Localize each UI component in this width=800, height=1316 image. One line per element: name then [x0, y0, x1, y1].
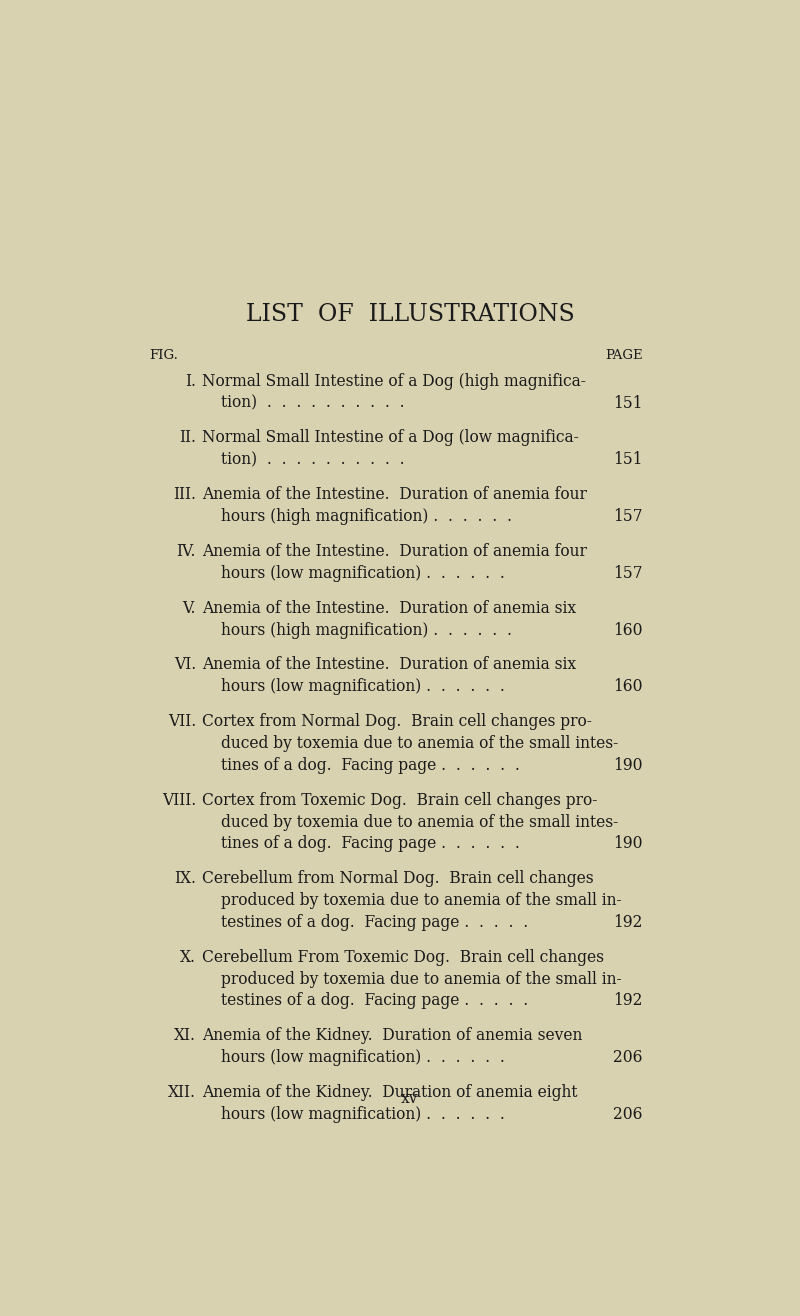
Text: 192: 192: [613, 913, 642, 930]
Text: 157: 157: [613, 508, 642, 525]
Text: tines of a dog.  Facing page .  .  .  .  .  .: tines of a dog. Facing page . . . . . .: [221, 757, 520, 774]
Text: Anemia of the Intestine.  Duration of anemia six: Anemia of the Intestine. Duration of ane…: [202, 657, 577, 674]
Text: XI.: XI.: [174, 1028, 196, 1045]
Text: 206: 206: [613, 1049, 642, 1066]
Text: LIST  OF  ILLUSTRATIONS: LIST OF ILLUSTRATIONS: [246, 304, 574, 326]
Text: hours (high magnification) .  .  .  .  .  .: hours (high magnification) . . . . . .: [221, 621, 512, 638]
Text: X.: X.: [180, 949, 196, 966]
Text: III.: III.: [173, 486, 196, 503]
Text: Cortex from Toxemic Dog.  Brain cell changes pro-: Cortex from Toxemic Dog. Brain cell chan…: [202, 792, 598, 809]
Text: tines of a dog.  Facing page .  .  .  .  .  .: tines of a dog. Facing page . . . . . .: [221, 836, 520, 853]
Text: Cerebellum From Toxemic Dog.  Brain cell changes: Cerebellum From Toxemic Dog. Brain cell …: [202, 949, 604, 966]
Text: duced by toxemia due to anemia of the small intes-: duced by toxemia due to anemia of the sm…: [221, 736, 618, 751]
Text: VIII.: VIII.: [162, 792, 196, 809]
Text: tion)  .  .  .  .  .  .  .  .  .  .: tion) . . . . . . . . . .: [221, 395, 405, 412]
Text: II.: II.: [179, 429, 196, 446]
Text: Cerebellum from Normal Dog.  Brain cell changes: Cerebellum from Normal Dog. Brain cell c…: [202, 870, 594, 887]
Text: duced by toxemia due to anemia of the small intes-: duced by toxemia due to anemia of the sm…: [221, 813, 618, 830]
Text: hours (low magnification) .  .  .  .  .  .: hours (low magnification) . . . . . .: [221, 1105, 505, 1123]
Text: produced by toxemia due to anemia of the small in-: produced by toxemia due to anemia of the…: [221, 892, 622, 909]
Text: Normal Small Intestine of a Dog (low magnifica-: Normal Small Intestine of a Dog (low mag…: [202, 429, 579, 446]
Text: XII.: XII.: [168, 1084, 196, 1101]
Text: 190: 190: [613, 757, 642, 774]
Text: hours (low magnification) .  .  .  .  .  .: hours (low magnification) . . . . . .: [221, 678, 505, 695]
Text: Anemia of the Intestine.  Duration of anemia four: Anemia of the Intestine. Duration of ane…: [202, 486, 587, 503]
Text: IV.: IV.: [177, 544, 196, 561]
Text: Anemia of the Kidney.  Duration of anemia eight: Anemia of the Kidney. Duration of anemia…: [202, 1084, 578, 1101]
Text: produced by toxemia due to anemia of the small in-: produced by toxemia due to anemia of the…: [221, 971, 622, 987]
Text: 157: 157: [613, 565, 642, 582]
Text: 206: 206: [613, 1105, 642, 1123]
Text: Anemia of the Intestine.  Duration of anemia four: Anemia of the Intestine. Duration of ane…: [202, 544, 587, 561]
Text: 160: 160: [613, 621, 642, 638]
Text: 151: 151: [613, 451, 642, 468]
Text: VII.: VII.: [168, 713, 196, 730]
Text: hours (low magnification) .  .  .  .  .  .: hours (low magnification) . . . . . .: [221, 565, 505, 582]
Text: Cortex from Normal Dog.  Brain cell changes pro-: Cortex from Normal Dog. Brain cell chang…: [202, 713, 592, 730]
Text: tion)  .  .  .  .  .  .  .  .  .  .: tion) . . . . . . . . . .: [221, 451, 405, 468]
Text: Anemia of the Kidney.  Duration of anemia seven: Anemia of the Kidney. Duration of anemia…: [202, 1028, 582, 1045]
Text: FIG.: FIG.: [150, 349, 178, 362]
Text: 192: 192: [613, 992, 642, 1009]
Text: PAGE: PAGE: [605, 349, 642, 362]
Text: Normal Small Intestine of a Dog (high magnifica-: Normal Small Intestine of a Dog (high ma…: [202, 372, 586, 390]
Text: testines of a dog.  Facing page .  .  .  .  .: testines of a dog. Facing page . . . . .: [221, 992, 528, 1009]
Text: 160: 160: [613, 678, 642, 695]
Text: hours (low magnification) .  .  .  .  .  .: hours (low magnification) . . . . . .: [221, 1049, 505, 1066]
Text: xv: xv: [402, 1090, 418, 1107]
Text: VI.: VI.: [174, 657, 196, 674]
Text: testines of a dog.  Facing page .  .  .  .  .: testines of a dog. Facing page . . . . .: [221, 913, 528, 930]
Text: Anemia of the Intestine.  Duration of anemia six: Anemia of the Intestine. Duration of ane…: [202, 600, 577, 617]
Text: 151: 151: [613, 395, 642, 412]
Text: hours (high magnification) .  .  .  .  .  .: hours (high magnification) . . . . . .: [221, 508, 512, 525]
Text: I.: I.: [185, 372, 196, 390]
Text: V.: V.: [182, 600, 196, 617]
Text: IX.: IX.: [174, 870, 196, 887]
Text: 190: 190: [613, 836, 642, 853]
